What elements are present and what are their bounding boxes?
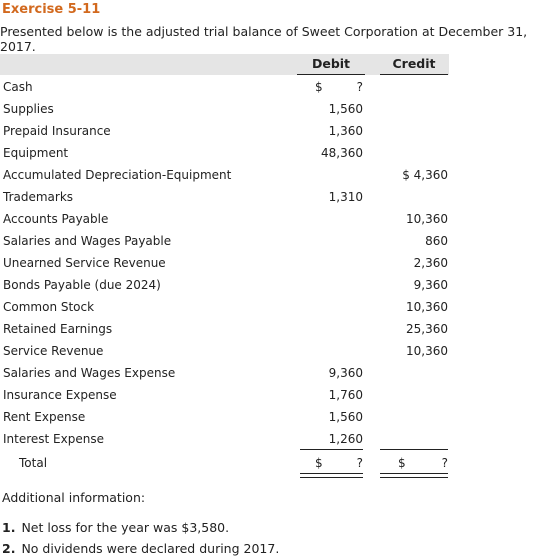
account-name: Salaries and Wages Expense: [3, 366, 176, 380]
note-text: Net loss for the year was $3,580.: [21, 520, 230, 535]
account-name: Unearned Service Revenue: [3, 256, 166, 270]
table-row: Trademarks 1,310: [0, 186, 554, 208]
debit-amount: 1,560: [328, 102, 363, 116]
account-name: Insurance Expense: [3, 388, 117, 402]
account-name: Salaries and Wages Payable: [3, 234, 172, 248]
account-name: Bonds Payable (due 2024): [3, 278, 161, 292]
additional-info-heading: Additional information:: [2, 490, 146, 505]
credit-double-underline: [380, 473, 448, 478]
table-row: Common Stock 10,360: [0, 296, 554, 318]
debit-subtotal-rule: [300, 449, 363, 450]
credit-amount: $ 4,360: [402, 168, 448, 182]
note-text: No dividends were declared during 2017.: [21, 541, 280, 556]
table-row: Retained Earnings 25,360: [0, 318, 554, 340]
account-name: Interest Expense: [3, 432, 104, 446]
table-row: Insurance Expense 1,760: [0, 384, 554, 406]
account-name: Trademarks: [3, 190, 74, 204]
table-row: Accumulated Depreciation-Equipment $ 4,3…: [0, 164, 554, 186]
account-name: Accounts Payable: [3, 212, 109, 226]
table-row: Supplies 1,560: [0, 98, 554, 120]
total-credit-amount: ?: [441, 456, 448, 470]
account-name: Cash: [3, 80, 33, 94]
debit-amount: 1,360: [328, 124, 363, 138]
total-debit-dollar-sign: $: [315, 456, 323, 470]
debit-double-underline: [300, 473, 363, 478]
debit-dollar-sign: $: [315, 80, 323, 94]
debit-column-header: Debit: [311, 56, 351, 71]
debit-header-underline: [297, 74, 365, 75]
account-name: Prepaid Insurance: [3, 124, 111, 138]
credit-amount: 25,360: [406, 322, 448, 336]
account-name: Retained Earnings: [3, 322, 113, 336]
account-name: Common Stock: [3, 300, 95, 314]
table-row: Bonds Payable (due 2024) 9,360: [0, 274, 554, 296]
credit-amount: 10,360: [406, 212, 448, 226]
column-header-band: [0, 54, 449, 75]
note-number: 2.: [2, 541, 16, 556]
table-row: Service Revenue 10,360: [0, 340, 554, 362]
credit-amount: 860: [425, 234, 448, 248]
credit-amount: 9,360: [413, 278, 448, 292]
account-name: Supplies: [3, 102, 54, 116]
credit-amount: 10,360: [406, 300, 448, 314]
credit-amount: 10,360: [406, 344, 448, 358]
credit-header-underline: [380, 74, 448, 75]
debit-amount: 1,760: [328, 388, 363, 402]
table-row: Rent Expense 1,560: [0, 406, 554, 428]
table-row: Interest Expense 1,260: [0, 428, 554, 450]
credit-subtotal-rule: [380, 449, 448, 450]
total-label: Total: [19, 456, 48, 470]
note-number: 1.: [2, 520, 16, 535]
table-row: Cash $ ?: [0, 76, 554, 98]
total-debit-amount: ?: [356, 456, 363, 470]
account-name: Accumulated Depreciation-Equipment: [3, 168, 232, 182]
credit-amount: 2,360: [413, 256, 448, 270]
total-credit-dollar-sign: $: [398, 456, 406, 470]
table-row: Accounts Payable 10,360: [0, 208, 554, 230]
exercise-title: Exercise 5-11: [2, 2, 101, 17]
debit-amount: ?: [356, 80, 363, 94]
table-row: Prepaid Insurance 1,360: [0, 120, 554, 142]
credit-column-header: Credit: [392, 56, 436, 71]
table-row: Salaries and Wages Payable 860: [0, 230, 554, 252]
total-row: Total $ ? $ ?: [0, 452, 554, 474]
debit-amount: 48,360: [321, 146, 363, 160]
debit-amount: 1,260: [328, 432, 363, 446]
account-name: Rent Expense: [3, 410, 86, 424]
table-row: Unearned Service Revenue 2,360: [0, 252, 554, 274]
intro-text: Presented below is the adjusted trial ba…: [0, 24, 528, 54]
debit-amount: 9,360: [328, 366, 363, 380]
debit-amount: 1,560: [328, 410, 363, 424]
account-name: Equipment: [3, 146, 69, 160]
table-row: Equipment 48,360: [0, 142, 554, 164]
debit-amount: 1,310: [328, 190, 363, 204]
note-item: 2. No dividends were declared during 2017…: [2, 541, 279, 556]
note-item: 1. Net loss for the year was $3,580.: [2, 520, 229, 535]
table-row: Salaries and Wages Expense 9,360: [0, 362, 554, 384]
account-name: Service Revenue: [3, 344, 104, 358]
